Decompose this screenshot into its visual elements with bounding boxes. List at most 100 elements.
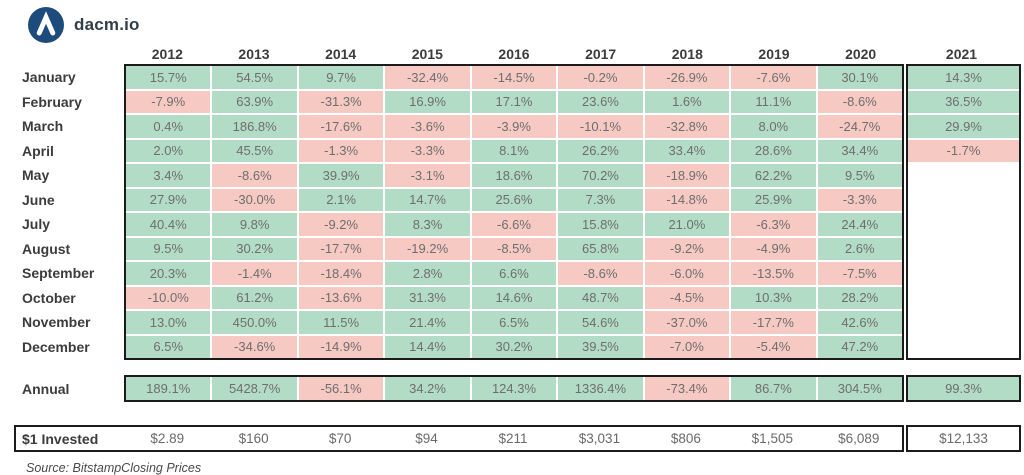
return-cell: 9.7% bbox=[298, 66, 384, 89]
invested-box-main: $1 Invested $2.89 $160 $70 $94 $211 $3,031 $80… bbox=[14, 425, 904, 452]
return-cell: -14.5% bbox=[471, 66, 557, 89]
return-cell: 65.8% bbox=[558, 237, 643, 260]
return-cell: -24.7% bbox=[817, 115, 902, 138]
return-cell: 18.6% bbox=[471, 164, 557, 187]
year-label: 2019 bbox=[758, 46, 790, 62]
return-cell: 6.5% bbox=[471, 311, 557, 334]
monthly-returns-table: January February March April May June July Augu… bbox=[14, 64, 1022, 360]
return-cell: -3.3% bbox=[817, 188, 902, 211]
return-cell: 30.2% bbox=[212, 237, 297, 260]
annual-value-2021: 99.3% bbox=[906, 375, 1021, 402]
month-label: April bbox=[22, 142, 54, 159]
return-cell: -18.9% bbox=[644, 164, 730, 187]
return-cell: 9.8% bbox=[212, 213, 297, 236]
annual-cell: -56.1% bbox=[298, 377, 384, 400]
year-label: 2017 bbox=[585, 46, 617, 62]
return-cell: 1.6% bbox=[644, 90, 730, 113]
return-cell: -14.8% bbox=[644, 188, 730, 211]
return-cell: 17.1% bbox=[471, 90, 557, 113]
return-cell: -17.7% bbox=[731, 311, 816, 334]
return-cell: -8.6% bbox=[558, 262, 643, 285]
return-cell: 31.3% bbox=[385, 286, 470, 309]
month-label: March bbox=[22, 118, 64, 135]
return-cell: 14.7% bbox=[385, 188, 470, 211]
return-cell: -3.6% bbox=[385, 115, 470, 138]
return-cell: 8.3% bbox=[385, 213, 470, 236]
invested-cell: $1,505 bbox=[751, 431, 793, 446]
year-header-spacer bbox=[14, 46, 124, 63]
return-cell: 54.6% bbox=[558, 311, 643, 334]
return-cell-2021: 29.9% bbox=[908, 115, 1019, 138]
month-label: August bbox=[22, 240, 71, 257]
year-label-2021: 2021 bbox=[904, 46, 1019, 63]
return-cell: 15.7% bbox=[126, 66, 211, 89]
return-cell: -8.6% bbox=[817, 90, 902, 113]
return-cell: -7.6% bbox=[731, 66, 816, 89]
return-cell-2021 bbox=[908, 164, 1019, 187]
return-cell: 16.9% bbox=[385, 90, 470, 113]
month-label: November bbox=[22, 314, 91, 331]
return-cell: -17.7% bbox=[298, 237, 384, 260]
returns-column-2021: 14.3% 36.5% 29.9% -1.7% bbox=[906, 64, 1021, 360]
return-cell: -32.4% bbox=[385, 66, 470, 89]
month-label: July bbox=[22, 216, 51, 233]
return-cell: 70.2% bbox=[558, 164, 643, 187]
return-cell: -3.3% bbox=[385, 139, 470, 162]
return-cell: -37.0% bbox=[644, 311, 730, 334]
annual-cell: 86.7% bbox=[731, 377, 816, 400]
year-label: 2020 bbox=[845, 46, 877, 62]
invested-values-2012-2020: $2.89 $160 $70 $94 $211 $3,031 $806 $1,505 $6,08… bbox=[124, 427, 902, 450]
return-cell: 28.2% bbox=[817, 286, 902, 309]
return-cell: -9.2% bbox=[298, 213, 384, 236]
invested-row-label: $1 Invested bbox=[22, 430, 99, 447]
return-cell: 14.4% bbox=[385, 335, 470, 358]
invested-cell: $70 bbox=[328, 431, 352, 446]
return-cell: -14.9% bbox=[298, 335, 384, 358]
return-cell: 39.9% bbox=[298, 164, 384, 187]
return-cell: -26.9% bbox=[644, 66, 730, 89]
return-cell: 23.6% bbox=[558, 90, 643, 113]
return-cell: 0.4% bbox=[126, 115, 211, 138]
return-cell: 6.5% bbox=[126, 335, 211, 358]
return-cell: 2.0% bbox=[126, 139, 211, 162]
return-cell: 13.0% bbox=[126, 311, 211, 334]
return-cell: 26.2% bbox=[558, 139, 643, 162]
year-label: 2016 bbox=[498, 46, 530, 62]
annual-cell: -73.4% bbox=[644, 377, 730, 400]
year-label: 2021 bbox=[945, 46, 978, 62]
year-label: 2018 bbox=[671, 46, 703, 62]
invested-cell: $6,089 bbox=[838, 431, 880, 446]
invested-cell: $160 bbox=[238, 431, 269, 446]
return-cell: 21.4% bbox=[385, 311, 470, 334]
brand-name: dacm.io bbox=[74, 15, 140, 34]
return-cell: 6.6% bbox=[471, 262, 557, 285]
source-note: Source: BitstampClosing Prices bbox=[26, 461, 202, 475]
return-cell: 14.6% bbox=[471, 286, 557, 309]
invested-cell: $211 bbox=[498, 431, 528, 446]
return-cell-2021 bbox=[908, 213, 1019, 236]
return-cell: 2.6% bbox=[817, 237, 902, 260]
return-cell: 8.1% bbox=[471, 139, 557, 162]
return-cell: -5.4% bbox=[731, 335, 816, 358]
return-cell: 3.4% bbox=[126, 164, 211, 187]
return-cell: 9.5% bbox=[817, 164, 902, 187]
invested-value-2021: $12,133 bbox=[906, 425, 1021, 452]
annual-row-label: Annual bbox=[22, 380, 70, 397]
return-cell: 2.1% bbox=[298, 188, 384, 211]
annual-cell: 304.5% bbox=[817, 377, 902, 400]
returns-grid-2012-2020: 15.7% 54.5% 9.7% -32.4% -14.5% -0.2% -26.9% -7.… bbox=[124, 64, 904, 360]
return-cell: 8.0% bbox=[731, 115, 816, 138]
return-cell: -4.9% bbox=[731, 237, 816, 260]
year-labels-main: 2012 2013 2014 2015 2016 2017 2018 2019 2020 bbox=[124, 46, 904, 63]
return-cell: -31.3% bbox=[298, 90, 384, 113]
month-labels-column: January February March April May June July Augu… bbox=[14, 64, 124, 360]
return-cell: -32.8% bbox=[644, 115, 730, 138]
return-cell: -6.3% bbox=[731, 213, 816, 236]
annual-cell: 189.1% bbox=[126, 377, 211, 400]
return-cell: -7.9% bbox=[126, 90, 211, 113]
return-cell-2021: -1.7% bbox=[908, 139, 1019, 162]
return-cell: -10.0% bbox=[126, 286, 211, 309]
month-label: May bbox=[22, 167, 50, 184]
return-cell: -6.0% bbox=[644, 262, 730, 285]
